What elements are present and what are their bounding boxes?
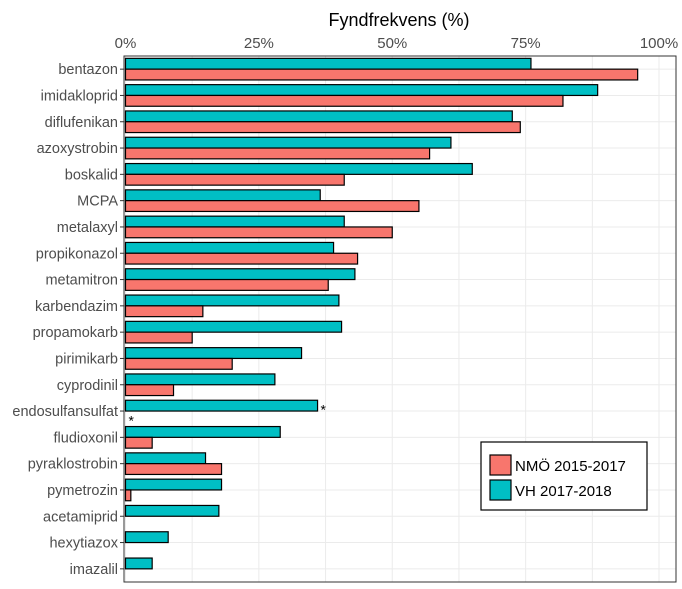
bar-vh-mcpa bbox=[124, 189, 321, 202]
x-tick-label: 100% bbox=[640, 35, 678, 52]
y-tick-label: cyprodinil bbox=[57, 378, 118, 394]
bar-nmo-fludioxonil bbox=[124, 436, 153, 449]
x-tick-label: 50% bbox=[377, 35, 407, 52]
plot-panel bbox=[123, 55, 677, 583]
bar-vh-propamokarb bbox=[124, 320, 343, 333]
x-axis-ticks: 0% 25% 50% 75% 100% bbox=[115, 35, 679, 52]
bar-vh-diflufenikan bbox=[124, 110, 513, 123]
bar-nmo-propamokarb bbox=[124, 331, 193, 344]
legend-swatch-vh bbox=[489, 479, 512, 501]
bar-nmo-karbendazim bbox=[124, 305, 204, 318]
bar-vh-boskalid bbox=[124, 162, 473, 175]
y-tick-label: diflufenikan bbox=[45, 115, 118, 131]
bar-vh-cyprodinil bbox=[124, 373, 276, 386]
x-tick-label: 25% bbox=[244, 35, 274, 52]
bar-nmo-pyraklostrobin bbox=[124, 463, 223, 476]
legend-swatch-nmo bbox=[489, 454, 512, 476]
bar-vh-karbendazim bbox=[124, 294, 340, 307]
bar-vh-hexytiazox bbox=[124, 531, 169, 544]
y-tick-label: karbendazim bbox=[35, 299, 118, 315]
y-tick-label: propamokarb bbox=[33, 325, 118, 341]
chart-title: Fyndfrekvens (%) bbox=[328, 10, 469, 30]
x-tick-label: 0% bbox=[115, 35, 137, 52]
bar-nmo-mcpa bbox=[124, 200, 420, 213]
y-tick-label: metalaxyl bbox=[57, 220, 118, 236]
legend-label-nmo: NMÖ 2015-2017 bbox=[515, 457, 626, 475]
y-tick-label: azoxystrobin bbox=[37, 141, 118, 157]
y-tick-label: boskalid bbox=[65, 167, 118, 183]
annotation-asterisk: * bbox=[321, 402, 327, 418]
bar-vh-endosulfansulfat bbox=[124, 399, 319, 412]
y-tick-label: metamitron bbox=[45, 273, 118, 289]
bar-vh-imidakloprid bbox=[124, 84, 599, 97]
bar-nmo-cyprodinil bbox=[124, 384, 175, 397]
y-tick-label: imazalil bbox=[70, 562, 118, 578]
y-tick-label: pyraklostrobin bbox=[28, 457, 118, 473]
y-tick-label: pirimikarb bbox=[55, 351, 118, 367]
bar-nmo-metamitron bbox=[124, 278, 329, 291]
legend-label-vh: VH 2017-2018 bbox=[515, 483, 612, 500]
bar-nmo-metalaxyl bbox=[124, 226, 393, 239]
bar-nmo-imidakloprid bbox=[124, 94, 564, 107]
y-tick-label: bentazon bbox=[58, 62, 118, 78]
bar-vh-imazalil bbox=[124, 557, 153, 570]
bar-vh-propikonazol bbox=[124, 241, 335, 254]
bar-vh-azoxystrobin bbox=[124, 136, 452, 149]
x-tick-label: 75% bbox=[511, 35, 541, 52]
y-tick-label: endosulfansulfat bbox=[12, 404, 118, 420]
y-tick-label: acetamiprid bbox=[43, 509, 118, 525]
annotations: ** bbox=[129, 402, 327, 429]
bar-vh-acetamiprid bbox=[124, 504, 220, 517]
y-tick-label: fludioxonil bbox=[54, 430, 119, 446]
annotation-asterisk: * bbox=[129, 412, 135, 428]
bar-nmo-pirimikarb bbox=[124, 357, 233, 370]
y-tick-label: propikonazol bbox=[36, 246, 118, 262]
y-tick-label: imidakloprid bbox=[41, 88, 118, 104]
y-tick-label: pymetrozin bbox=[47, 483, 118, 499]
bar-vh-metamitron bbox=[124, 268, 356, 281]
bar-vh-pymetrozin bbox=[124, 478, 223, 491]
bar-nmo-boskalid bbox=[124, 173, 345, 186]
bars bbox=[124, 57, 639, 570]
legend: NMÖ 2015-2017 VH 2017-2018 bbox=[480, 441, 648, 511]
y-tick-label: hexytiazox bbox=[49, 536, 118, 552]
bar-vh-fludioxonil bbox=[124, 425, 281, 438]
bar-vh-pyraklostrobin bbox=[124, 452, 207, 465]
bar-nmo-pymetrozin bbox=[124, 489, 132, 502]
bar-vh-pirimikarb bbox=[124, 347, 303, 360]
bar-nmo-azoxystrobin bbox=[124, 147, 431, 160]
bar-vh-bentazon bbox=[124, 57, 532, 70]
bar-nmo-propikonazol bbox=[124, 252, 359, 265]
bar-nmo-diflufenikan bbox=[124, 121, 521, 134]
y-axis-ticks: bentazon imidakloprid diflufenikan azoxystr… bbox=[12, 62, 124, 578]
bar-vh-metalaxyl bbox=[124, 215, 345, 228]
y-tick-label: MCPA bbox=[77, 194, 118, 210]
bar-nmo-bentazon bbox=[124, 68, 639, 81]
